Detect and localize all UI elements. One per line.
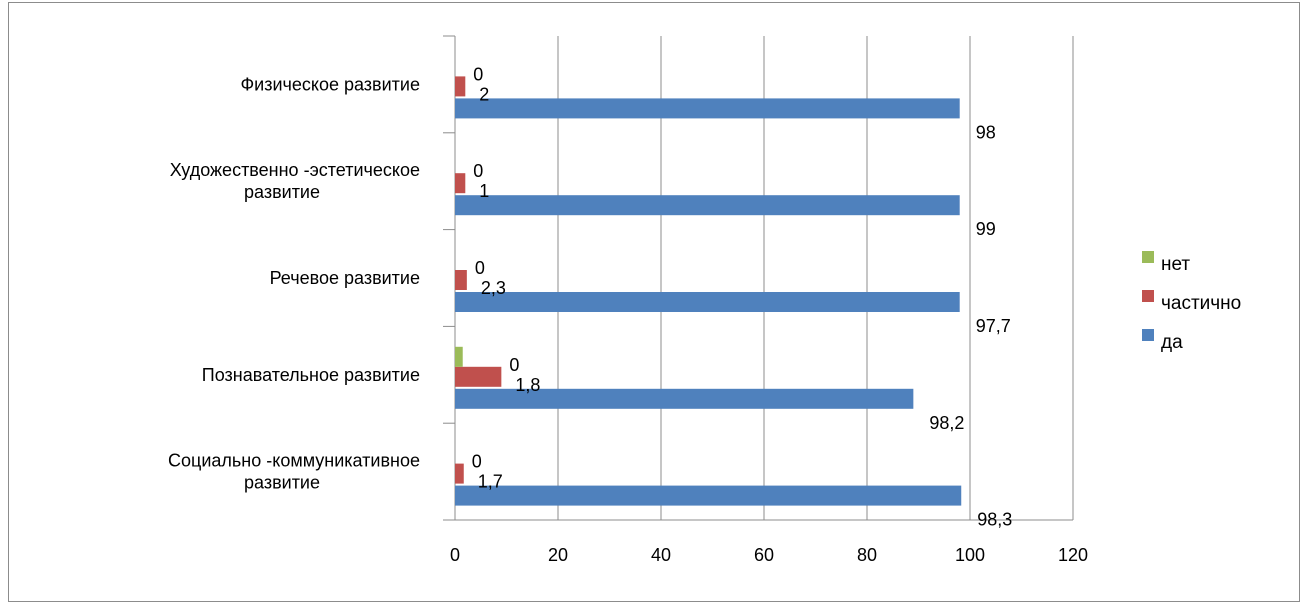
data-label-chastichno: 1,7 — [478, 472, 503, 492]
data-label-chastichno: 1,8 — [515, 375, 540, 395]
data-label-net: 0 — [472, 452, 482, 472]
bar-chastichno — [455, 270, 467, 290]
data-label-net: 0 — [473, 64, 483, 84]
category-label: развитие — [244, 182, 320, 202]
legend-swatch — [1142, 290, 1154, 302]
bar-da — [455, 195, 960, 216]
data-label-net: 0 — [473, 161, 483, 181]
x-tick-label: 100 — [955, 545, 985, 565]
bar-da — [455, 485, 962, 506]
x-tick-label: 0 — [450, 545, 460, 565]
legend-swatch — [1142, 251, 1154, 263]
bar-chastichno — [455, 173, 466, 194]
legend-label: нет — [1161, 254, 1190, 275]
legend-swatch — [1142, 329, 1154, 341]
bar-net — [455, 346, 463, 367]
category-label: Художественно -эстетическое — [170, 160, 420, 180]
bar-da — [455, 388, 914, 409]
data-label-da: 98,2 — [929, 413, 964, 433]
bar-chart: 0 20 40 60 80 100 12098,31,7098,21,8097,72,309… — [168, 35, 1241, 565]
category-label: Познавательное развитие — [202, 365, 420, 385]
category-label: Социально -коммуникативное — [168, 451, 420, 471]
bar-chastichno — [455, 76, 466, 97]
x-tick-label: 20 — [548, 545, 568, 565]
category-label: Речевое развитие — [270, 268, 420, 288]
data-label-da: 98,3 — [977, 510, 1012, 530]
category-label: Физическое развитие — [240, 74, 420, 94]
bar-chastichno — [455, 366, 502, 387]
data-label-net: 0 — [475, 258, 485, 278]
bar-da — [455, 292, 960, 312]
legend-label: частично — [1161, 293, 1241, 314]
category-label: развитие — [244, 473, 320, 493]
data-label-chastichno: 2 — [479, 84, 489, 104]
legend-label: да — [1161, 332, 1183, 353]
x-tick-label: 60 — [754, 545, 774, 565]
bar-chastichno — [455, 463, 464, 484]
x-tick-label: 40 — [651, 545, 671, 565]
data-label-chastichno: 1 — [479, 181, 489, 201]
data-label-net: 0 — [509, 355, 519, 375]
data-label-da: 97,7 — [976, 316, 1011, 336]
data-label-da: 98 — [976, 122, 996, 142]
data-label-da: 99 — [976, 219, 996, 239]
x-tick-label: 80 — [857, 545, 877, 565]
bar-da — [455, 98, 960, 119]
data-label-chastichno: 2,3 — [481, 278, 506, 298]
x-tick-label: 120 — [1058, 545, 1088, 565]
